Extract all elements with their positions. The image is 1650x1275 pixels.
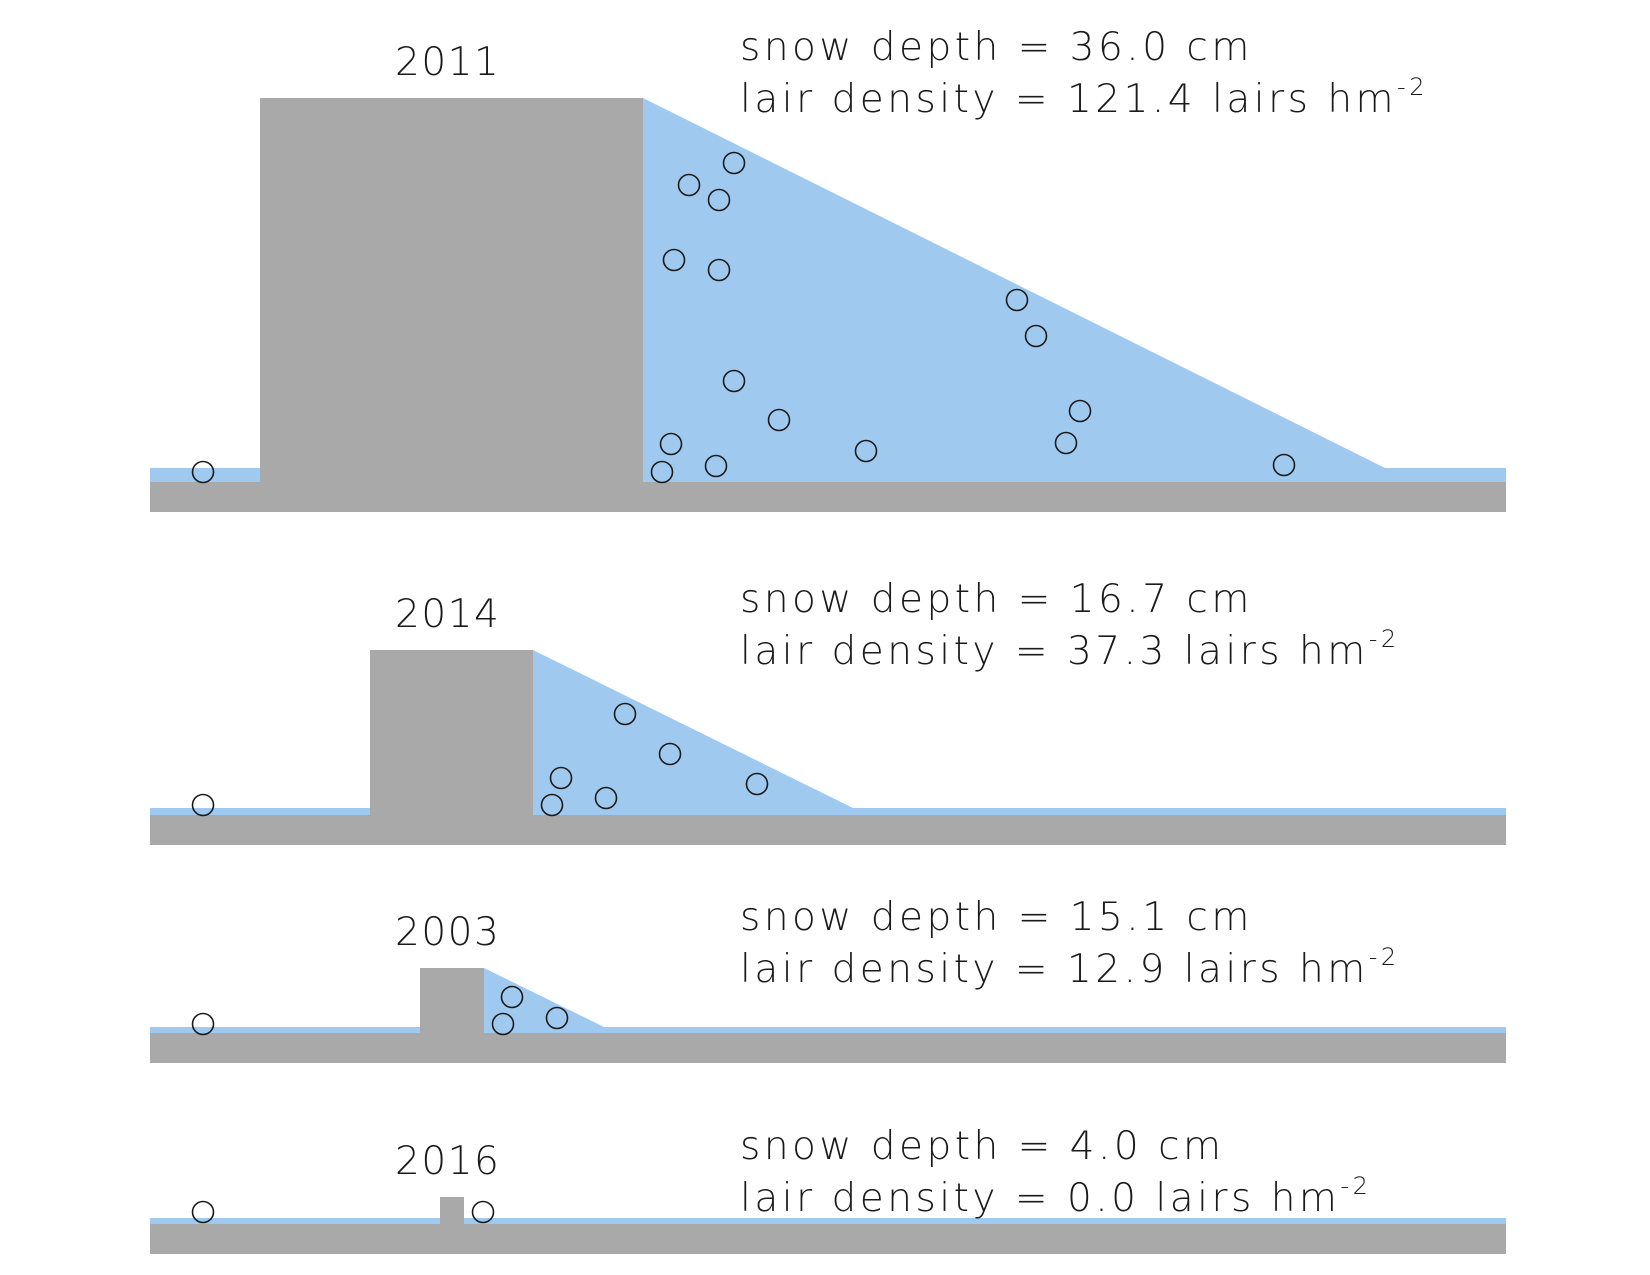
lair-marker [191,793,215,817]
unit-exponent: -2 [1369,625,1400,653]
lair-marker [854,439,878,463]
panel-2003: 2003 snow depth = 15.1 cm lair density =… [150,895,1506,1063]
lair-marker [662,248,686,272]
lair-marker [707,258,731,282]
lair-marker [491,1012,515,1036]
lair-marker [659,432,683,456]
lair-marker [677,173,701,197]
density-text: lair density = 37.3 lairs hm [740,629,1369,674]
lair-marker [767,408,791,432]
snow-flat-layer [150,1027,1506,1033]
unit-exponent: -2 [1397,73,1428,101]
lair-marker [191,1012,215,1036]
lair-marker [658,742,682,766]
year-label: 2003 [395,910,500,955]
lair-marker [540,793,564,817]
lair-markers [191,985,569,1036]
ground-strip [150,1224,1506,1254]
barrier-block [370,650,533,815]
ground-strip [150,482,1506,512]
lair-density-label: lair density = 12.9 lairs hm-2 [740,943,1400,992]
snow-flat-layer [150,1218,1506,1224]
lair-marker [471,1200,495,1224]
lair-markers [191,702,769,817]
barrier-block [260,98,643,482]
lair-marker [707,188,731,212]
lair-marker [1272,453,1296,477]
density-text: lair density = 12.9 lairs hm [740,947,1369,992]
unit-exponent: -2 [1369,943,1400,971]
lair-marker [745,772,769,796]
lair-marker [704,454,728,478]
snow-depth-label: snow depth = 15.1 cm [740,895,1253,940]
panel-2011: 2011 snow depth = 36.0 cm lair density =… [150,25,1506,512]
lair-marker [191,1200,215,1224]
snow-drift [484,968,604,1033]
year-label: 2011 [395,40,500,85]
lair-density-label: lair density = 37.3 lairs hm-2 [740,625,1400,674]
panel-2016: 2016 snow depth = 4.0 cm lair density = … [150,1124,1506,1254]
lair-marker [722,151,746,175]
lair-markers [191,151,1296,484]
lair-marker [1005,288,1029,312]
year-label: 2014 [395,592,500,637]
snow-depth-label: snow depth = 16.7 cm [740,577,1253,622]
lair-marker [1054,431,1078,455]
snow-drift [533,650,853,815]
snow-depth-label: snow depth = 4.0 cm [740,1124,1225,1169]
lair-marker [1024,324,1048,348]
lair-density-label: lair density = 121.4 lairs hm-2 [740,73,1428,122]
lair-density-label: lair density = 0.0 lairs hm-2 [740,1172,1371,1221]
lair-marker [594,786,618,810]
panel-2014: 2014 snow depth = 16.7 cm lair density =… [150,577,1506,845]
density-text: lair density = 0.0 lairs hm [740,1176,1340,1221]
snow-depth-label: snow depth = 36.0 cm [740,25,1253,70]
barrier-block [440,1197,464,1224]
lair-marker [191,460,215,484]
lair-marker [545,1006,569,1030]
density-text: lair density = 121.4 lairs hm [740,77,1397,122]
ground-strip [150,1033,1506,1063]
lair-marker [613,702,637,726]
lair-marker [549,766,573,790]
year-label: 2016 [395,1139,500,1184]
lair-marker [650,460,674,484]
lair-marker [500,985,524,1009]
lair-marker [722,369,746,393]
lair-marker [1068,399,1092,423]
unit-exponent: -2 [1340,1172,1371,1200]
barrier-block [420,968,484,1033]
lair-markers [191,1200,495,1224]
ground-strip [150,815,1506,845]
